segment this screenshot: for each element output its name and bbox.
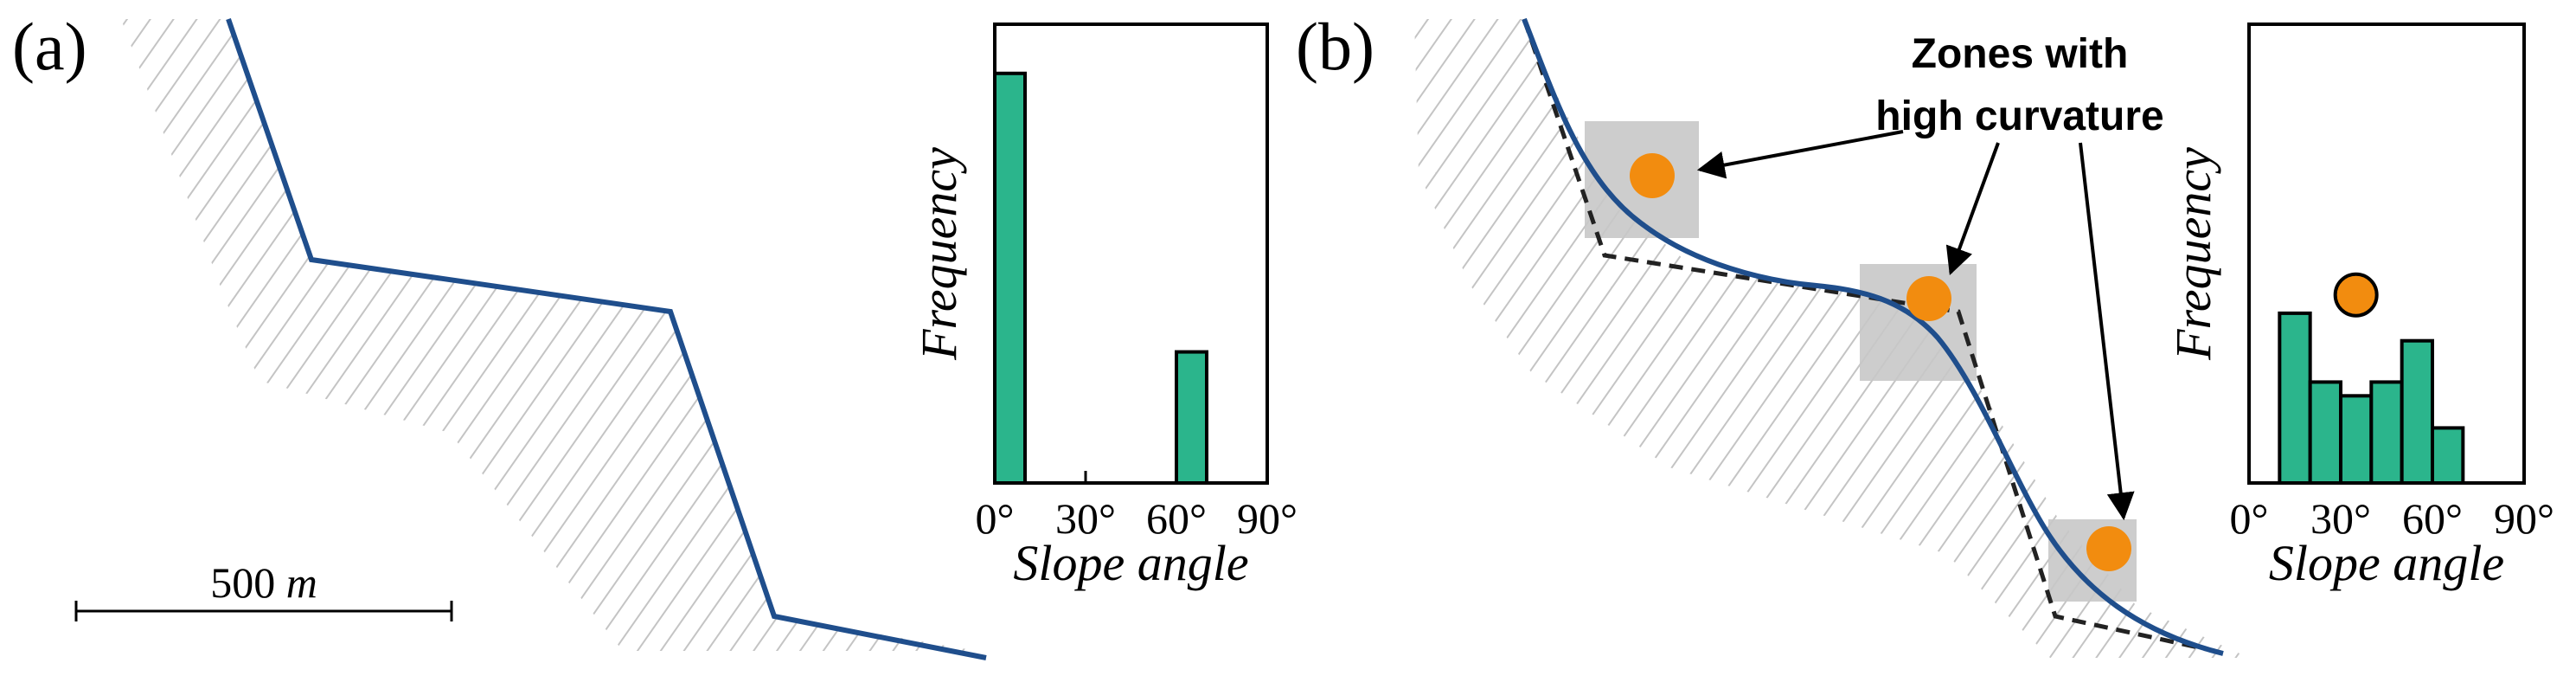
histogram-bar <box>1175 350 1208 486</box>
histogram-bar <box>2369 380 2404 485</box>
panel-a-label: (a) <box>12 9 87 84</box>
curvature-marker-3 <box>2086 526 2131 571</box>
panel-b-smoothed-profile <box>1522 17 2224 656</box>
curvature-markers <box>1630 153 2131 571</box>
x-tick-label: 0° <box>2230 494 2269 543</box>
curvature-marker-1 <box>1630 153 1675 198</box>
scale-bar-unit: m <box>286 558 317 607</box>
panel-a-profile-line <box>226 18 987 660</box>
callout: Zones with high curvature <box>1696 31 2164 521</box>
x-tick-label: 0° <box>976 494 1015 543</box>
chart-a: 0° 30° 60° 90°Slope angle Frequency <box>911 23 1298 591</box>
histogram-marker <box>2333 272 2379 318</box>
histogram-bar <box>2308 380 2343 485</box>
callout-arrow-3 <box>2079 142 2135 521</box>
chart-b: 0° 30° 60° 90°Slope angle Frequency <box>2165 23 2554 591</box>
x-axis-label: Slope angle <box>2269 535 2504 591</box>
chart-frame <box>2247 23 2526 485</box>
x-tick-label: 60° <box>1146 494 1207 543</box>
panel-a: (a) 500 m 0° 30° 60° 90°Slope angle Frequenc… <box>12 9 1298 660</box>
curvature-marker-2 <box>1906 276 1951 321</box>
callout-arrow-1 <box>1696 130 1904 179</box>
x-tick-label: 90° <box>1237 494 1298 543</box>
histogram-bar <box>2431 426 2465 485</box>
panel-a-scale-bar: 500 m <box>74 558 453 621</box>
x-axis-label: Slope angle <box>1013 535 1248 591</box>
panel-b-label: (b) <box>1296 9 1375 84</box>
x-tick-label: 30° <box>1055 494 1116 543</box>
y-axis-label: Frequency <box>2165 147 2221 361</box>
panel-b-original-profile-dashed <box>1522 18 2215 653</box>
histogram-bar <box>2400 338 2435 486</box>
x-tick-label: 90° <box>2494 494 2554 543</box>
x-tick-label: 60° <box>2402 494 2463 543</box>
histogram-bar <box>993 71 1027 486</box>
callout-line1: Zones with <box>1912 31 2129 77</box>
scale-bar-value: 500 <box>210 558 275 607</box>
y-axis-label: Frequency <box>911 147 967 361</box>
histogram-bar <box>2339 394 2374 485</box>
x-tick-label: 30° <box>2310 494 2371 543</box>
svg-text:500 m: 500 m <box>210 558 317 607</box>
panel-b-hatched-ground <box>1414 19 2249 658</box>
callout-arrow-2 <box>1945 142 2000 276</box>
panel-a-hatched-ground <box>121 19 977 651</box>
callout-line2: high curvature <box>1875 93 2163 139</box>
chart-frame <box>993 23 1269 485</box>
histogram-bar <box>2278 311 2312 485</box>
panel-b: (b) Zones with high curvature 0° 30° 60° 90… <box>1296 9 2554 658</box>
